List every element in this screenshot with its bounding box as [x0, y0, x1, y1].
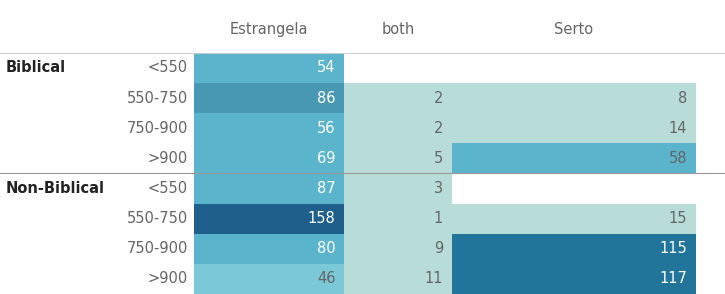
- Bar: [344, 53, 452, 83]
- Bar: [344, 113, 452, 143]
- Bar: [344, 83, 452, 113]
- Bar: [194, 234, 344, 264]
- Text: 58: 58: [668, 151, 687, 166]
- Text: Serto: Serto: [555, 21, 593, 37]
- Text: Estrangela: Estrangela: [230, 21, 308, 37]
- Text: 11: 11: [424, 271, 443, 286]
- Text: 87: 87: [317, 181, 336, 196]
- Bar: [344, 143, 452, 173]
- Bar: [452, 264, 696, 294]
- Text: >900: >900: [147, 151, 188, 166]
- Bar: [194, 264, 344, 294]
- Bar: [344, 264, 452, 294]
- Bar: [452, 173, 696, 203]
- Text: >900: >900: [147, 271, 188, 286]
- Bar: [452, 234, 696, 264]
- Text: 46: 46: [317, 271, 336, 286]
- Bar: [194, 143, 344, 173]
- Text: 54: 54: [317, 61, 336, 76]
- Bar: [452, 113, 696, 143]
- Text: 1: 1: [434, 211, 443, 226]
- Text: 69: 69: [317, 151, 336, 166]
- Text: 2: 2: [434, 91, 443, 106]
- Bar: [344, 234, 452, 264]
- Bar: [344, 204, 452, 234]
- Text: 80: 80: [317, 241, 336, 256]
- Text: 8: 8: [678, 91, 687, 106]
- Text: 3: 3: [434, 181, 443, 196]
- Text: 158: 158: [308, 211, 336, 226]
- Text: 14: 14: [668, 121, 687, 136]
- Text: 86: 86: [317, 91, 336, 106]
- Text: 15: 15: [668, 211, 687, 226]
- Bar: [194, 53, 344, 83]
- Text: 550-750: 550-750: [127, 91, 188, 106]
- Text: 750-900: 750-900: [126, 241, 188, 256]
- Bar: [344, 173, 452, 203]
- Bar: [194, 83, 344, 113]
- Bar: [452, 53, 696, 83]
- Text: 2: 2: [434, 121, 443, 136]
- Text: 115: 115: [660, 241, 687, 256]
- Text: 550-750: 550-750: [127, 211, 188, 226]
- Bar: [194, 204, 344, 234]
- Text: <550: <550: [148, 61, 188, 76]
- Bar: [452, 204, 696, 234]
- Bar: [452, 143, 696, 173]
- Text: 9: 9: [434, 241, 443, 256]
- Text: Biblical: Biblical: [6, 61, 66, 76]
- Text: both: both: [381, 21, 415, 37]
- Text: 117: 117: [660, 271, 687, 286]
- Text: 5: 5: [434, 151, 443, 166]
- Bar: [194, 113, 344, 143]
- Text: 750-900: 750-900: [126, 121, 188, 136]
- Text: <550: <550: [148, 181, 188, 196]
- Text: Non-Biblical: Non-Biblical: [6, 181, 105, 196]
- Bar: [452, 83, 696, 113]
- Bar: [194, 173, 344, 203]
- Text: 56: 56: [317, 121, 336, 136]
